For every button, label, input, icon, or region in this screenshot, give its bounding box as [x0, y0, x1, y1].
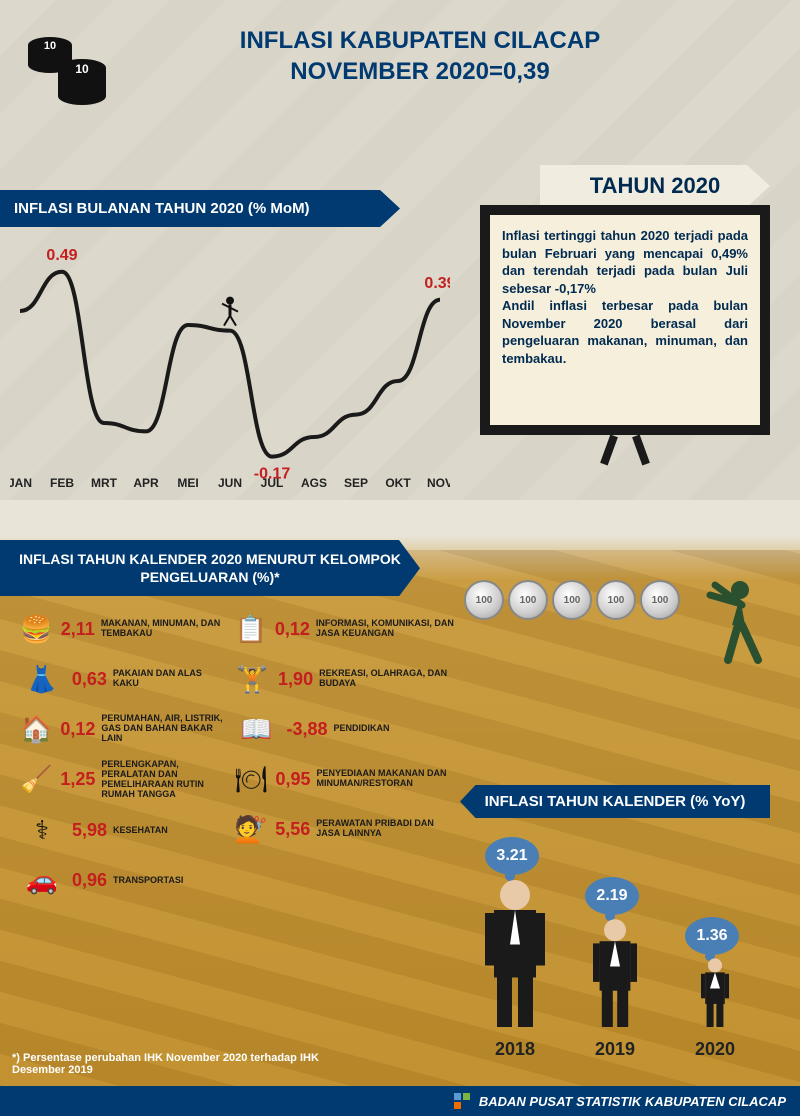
- yoy-year-label: 2020: [675, 1039, 755, 1060]
- businessman-icon: [680, 957, 750, 1032]
- group-name: PERLENGKAPAN, PERALATAN DAN PEMELIHARAAN…: [101, 760, 230, 800]
- board-legs-icon: [590, 435, 660, 465]
- yoy-chart: 3.21 2018 2.19: [460, 830, 770, 1060]
- svg-text:OKT: OKT: [385, 476, 411, 490]
- group-value: 0,63: [72, 669, 107, 690]
- svg-text:MRT: MRT: [91, 476, 118, 490]
- svg-text:10: 10: [44, 40, 56, 52]
- svg-text:NOV: NOV: [427, 476, 450, 490]
- monthly-chart-label: INFLASI BULANAN TAHUN 2020 (% MoM): [0, 190, 400, 227]
- group-icon: 🍔: [20, 610, 53, 648]
- group-name: TRANSPORTASI: [113, 876, 183, 886]
- group-name: PERUMAHAN, AIR, LISTRIK, GAS DAN BAHAN B…: [101, 714, 230, 744]
- yoy-bubble: 1.36: [685, 917, 739, 955]
- group-value: 0,12: [275, 619, 310, 640]
- monthly-line-chart: JANFEBMRTAPRMEIJUNJULAGSSEPOKTNOV0.49-0.…: [10, 235, 450, 495]
- group-icon: 🧹: [20, 761, 52, 799]
- group-icon: 📋: [234, 610, 266, 648]
- svg-text:0.39: 0.39: [424, 275, 450, 292]
- group-item: 📖 -3,88 PENDIDIKAN: [234, 710, 454, 748]
- group-value: -3,88: [286, 719, 327, 740]
- coin-icon: 100: [640, 580, 680, 620]
- yoy-year-label: 2018: [475, 1039, 555, 1060]
- footer-bar: BADAN PUSAT STATISTIK KABUPATEN CILACAP: [0, 1086, 800, 1116]
- group-name: MAKANAN, MINUMAN, DAN TEMBAKAU: [101, 619, 230, 639]
- group-name: PENYEDIAAN MAKANAN DAN MINUMAN/RESTORAN: [317, 769, 455, 789]
- group-item: 🍔 2,11 MAKANAN, MINUMAN, DAN TEMBAKAU: [20, 610, 230, 648]
- svg-text:FEB: FEB: [50, 476, 74, 490]
- svg-text:JUN: JUN: [218, 476, 242, 490]
- coin-icon: 100: [596, 580, 636, 620]
- group-icon: ⚕: [20, 812, 64, 850]
- group-name: REKREASI, OLAHRAGA, DAN BUDAYA: [319, 669, 454, 689]
- group-item: 🧹 1,25 PERLENGKAPAN, PERALATAN DAN PEMEL…: [20, 760, 230, 800]
- board-text: Inflasi tertinggi tahun 2020 terjadi pad…: [502, 228, 748, 366]
- group-value: 5,98: [72, 820, 107, 841]
- group-name: PENDIDIKAN: [333, 724, 389, 734]
- group-item: 📋 0,12 INFORMASI, KOMUNIKASI, DAN JASA K…: [234, 610, 454, 648]
- group-value: 0,96: [72, 870, 107, 891]
- footer-text: BADAN PUSAT STATISTIK KABUPATEN CILACAP: [479, 1094, 786, 1109]
- coin-row-icon: 100100100100100: [464, 580, 680, 620]
- bps-logo-icon: [450, 1089, 474, 1113]
- footnote: *) Persentase perubahan IHK November 202…: [12, 1052, 372, 1076]
- group-name: PERAWATAN PRIBADI DAN JASA LAINNYA: [316, 819, 454, 839]
- group-item: ⚕ 5,98 KESEHATAN: [20, 812, 230, 850]
- group-icon: 💇: [234, 810, 267, 848]
- group-value: 0,12: [60, 719, 95, 740]
- group-item: 👗 0,63 PAKAIAN DAN ALAS KAKU: [20, 660, 230, 698]
- svg-text:SEP: SEP: [344, 476, 368, 490]
- group-name: INFORMASI, KOMUNIKASI, DAN JASA KEUANGAN: [316, 619, 455, 639]
- svg-text:10: 10: [75, 62, 89, 76]
- group-icon: 👗: [20, 660, 64, 698]
- yoy-bubble: 3.21: [485, 837, 539, 875]
- group-value: 1,90: [278, 669, 313, 690]
- svg-text:JAN: JAN: [10, 476, 32, 490]
- group-value: 2,11: [61, 619, 95, 640]
- group-name: PAKAIAN DAN ALAS KAKU: [113, 669, 230, 689]
- group-chart-label: INFLASI TAHUN KALENDER 2020 MENURUT KELO…: [0, 540, 420, 596]
- group-item: 🏠 0,12 PERUMAHAN, AIR, LISTRIK, GAS DAN …: [20, 710, 230, 748]
- businessman-icon: [580, 917, 650, 1032]
- yoy-chart-label: INFLASI TAHUN KALENDER (% YoY): [460, 785, 770, 818]
- title-line2: NOVEMBER 2020=0,39: [180, 56, 660, 87]
- svg-text:AGS: AGS: [301, 476, 327, 490]
- svg-text:0.49: 0.49: [46, 247, 77, 264]
- yoy-year-label: 2019: [575, 1039, 655, 1060]
- group-item: 🍽 0,95 PENYEDIAAN MAKANAN DAN MINUMAN/RE…: [234, 760, 454, 798]
- title-line1: INFLASI KABUPATEN CILACAP: [180, 25, 660, 56]
- group-icon: 🏠: [20, 710, 52, 748]
- year-tag: TAHUN 2020: [540, 165, 770, 207]
- coin-icon: 100: [464, 580, 504, 620]
- businessman-icon: [480, 877, 550, 1032]
- group-item: 🚗 0,96 TRANSPORTASI: [20, 862, 230, 900]
- info-board: Inflasi tertinggi tahun 2020 terjadi pad…: [480, 205, 770, 435]
- yoy-bubble: 2.19: [585, 877, 639, 915]
- svg-text:MEI: MEI: [177, 476, 198, 490]
- group-value: 1,25: [60, 769, 95, 790]
- coin-icon: 100: [552, 580, 592, 620]
- coins-icon: 10 10: [20, 20, 120, 120]
- group-icon: 🍽: [234, 760, 267, 798]
- svg-text:-0.17: -0.17: [254, 466, 291, 483]
- expenditure-groups: 🍔 2,11 MAKANAN, MINUMAN, DAN TEMBAKAU 👗 …: [20, 610, 460, 912]
- group-icon: 🏋: [234, 660, 270, 698]
- group-icon: 🚗: [20, 862, 64, 900]
- group-icon: 📖: [234, 710, 278, 748]
- svg-text:APR: APR: [133, 476, 159, 490]
- group-item: 🏋 1,90 REKREASI, OLAHRAGA, DAN BUDAYA: [234, 660, 454, 698]
- coin-icon: 100: [508, 580, 548, 620]
- group-value: 0,95: [275, 769, 310, 790]
- group-name: KESEHATAN: [113, 826, 168, 836]
- group-item: 💇 5,56 PERAWATAN PRIBADI DAN JASA LAINNY…: [234, 810, 454, 848]
- pushing-person-icon: [690, 575, 770, 677]
- group-value: 5,56: [275, 819, 310, 840]
- page-title: INFLASI KABUPATEN CILACAP NOVEMBER 2020=…: [180, 25, 660, 87]
